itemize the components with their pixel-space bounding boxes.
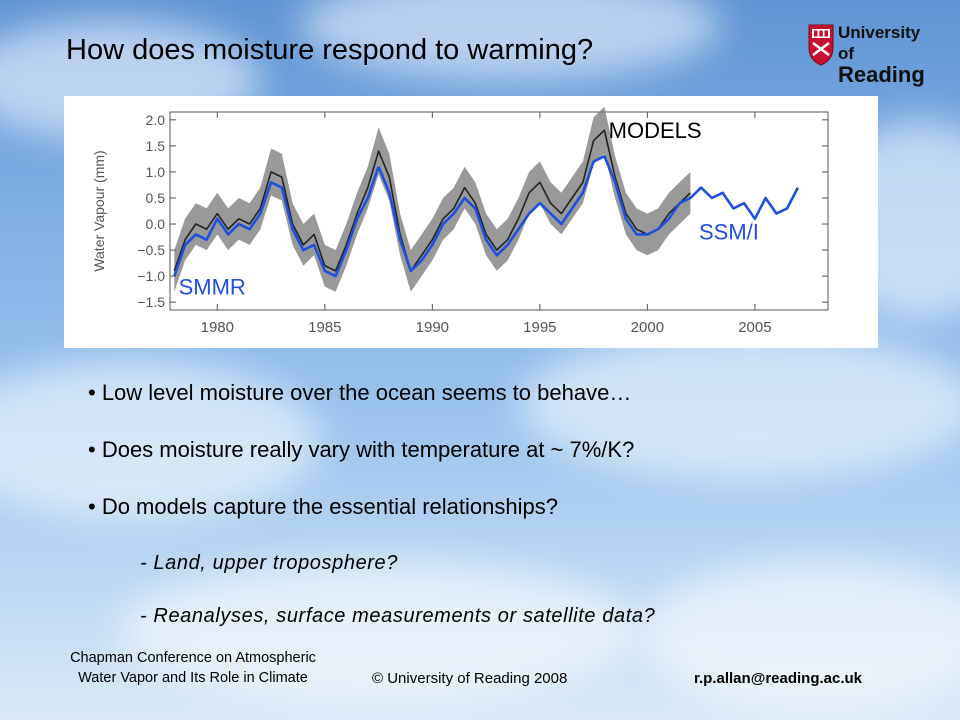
annotation-models: MODELS [609,118,702,143]
plot-frame [169,111,829,311]
x-tick-label-4: 2000 [631,319,664,336]
conference-line-2: Water Vapor and Its Role in Climate [78,670,308,686]
sub-bullet-2: - Reanalyses, surface measurements or sa… [140,605,656,627]
bullet-3: • Do models capture the essential relati… [88,494,558,519]
water-vapour-chart: 1980 1985 1990 1995 2000 2005 2.0 1.5 1.0 0.5 0.0 −… [91,106,829,336]
y-tick-label-4: 0.0 [146,216,166,232]
x-tick-label-5: 2005 [738,319,771,336]
conference-name: Chapman Conference on Atmospheric Water … [28,648,358,688]
y-tick-label-0: 2.0 [146,112,166,128]
y-tick-label-3: 0.5 [146,190,166,206]
crest-icon [808,24,834,66]
y-tick-label-5: −0.5 [137,242,165,258]
logo-line-1: University of [838,23,921,63]
x-tick-label-3: 1995 [523,319,556,336]
bullet-2: • Does moisture really vary with tempera… [88,437,635,462]
y-tick-label-6: −1.0 [137,268,165,284]
x-tick-label-2: 1990 [416,319,449,336]
author-email: r.p.allan@reading.ac.uk [694,670,863,687]
y-tick-label-7: −1.5 [137,294,165,310]
series-line-ssmi [377,154,800,273]
series-line-models [173,129,691,272]
conference-line-1: Chapman Conference on Atmospheric [70,650,316,666]
bullet-1: • Low level moisture over the ocean seem… [88,380,632,405]
chart-panel: 1980 1985 1990 1995 2000 2005 2.0 1.5 1.0 0.5 0.0 −… [64,96,878,348]
university-logo: University of Reading [808,20,940,86]
sub-bullet-1: - Land, upper troposphere? [140,552,398,574]
copyright-text: © University of Reading 2008 [372,670,568,687]
x-tick-label-1: 1985 [308,319,341,336]
logo-line-2: Reading [838,62,925,87]
x-tick-label-0: 1980 [201,319,234,336]
annotation-smmr: SMMR [179,274,246,299]
annotation-ssmi: SSM/I [699,220,759,245]
slide-title: How does moisture respond to warming? [66,34,594,66]
y-tick-label-1: 1.5 [146,138,166,154]
y-tick-label-2: 1.0 [146,164,166,180]
series-line-smmr [173,166,380,278]
y-axis-label: Water Vapour (mm) [91,150,107,271]
